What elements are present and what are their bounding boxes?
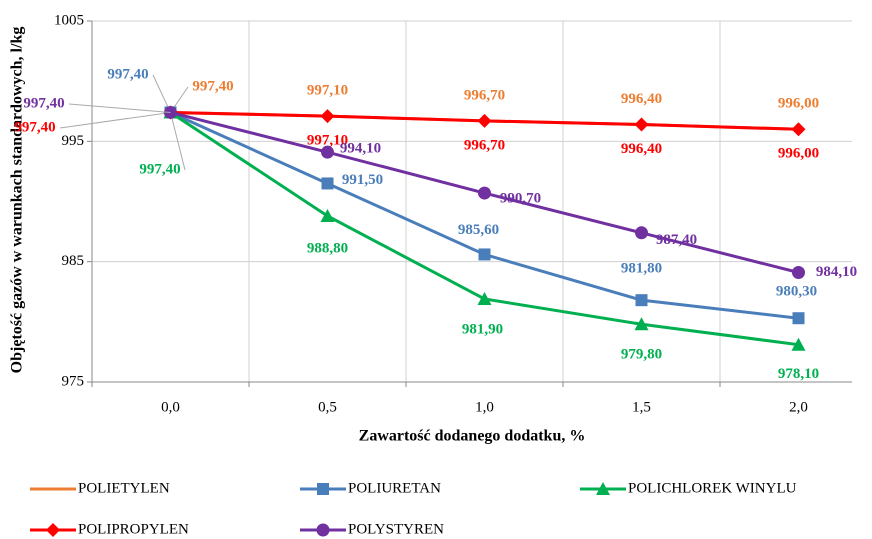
data-label: 981,90 (462, 321, 503, 337)
y-axis-title: Objętość gazów w warunkach standardowych… (9, 27, 26, 374)
marker (478, 186, 491, 200)
marker (792, 265, 805, 279)
marker (596, 482, 610, 495)
marker (634, 317, 649, 331)
legend-item: POLIPROPYLEN (30, 521, 189, 537)
data-label: 987,40 (656, 232, 697, 248)
legend-label: POLIPROPYLEN (78, 521, 189, 537)
data-label: 985,60 (458, 222, 499, 238)
x-tick-label: 0,0 (161, 399, 180, 415)
data-label: 997,40 (139, 161, 180, 177)
marker (321, 145, 334, 159)
data-label: 988,80 (307, 240, 348, 256)
marker (634, 117, 649, 132)
marker (792, 312, 805, 325)
marker (316, 523, 330, 537)
marker (791, 337, 806, 351)
legend-label: POLYSTYREN (348, 521, 444, 537)
data-label: 981,80 (621, 261, 662, 277)
data-label: 997,10 (307, 133, 348, 149)
marker (477, 291, 492, 305)
x-tick-label: 1,0 (475, 399, 494, 415)
leader-line (152, 74, 171, 113)
legend-label: POLICHLOREK WINYLU (628, 480, 797, 496)
data-label: 979,80 (621, 347, 662, 363)
data-label: 978,10 (778, 366, 819, 382)
data-label: 996,70 (464, 87, 505, 103)
data-label: 984,10 (816, 264, 857, 280)
data-label: 996,70 (464, 137, 505, 153)
leader-line (59, 111, 171, 129)
y-tick-label: 975 (62, 373, 85, 389)
marker (477, 113, 492, 128)
data-label: 996,00 (778, 146, 819, 162)
x-tick-label: 2,0 (789, 399, 808, 415)
y-tick-label: 995 (62, 133, 85, 149)
x-axis-title: Zawartość dodanego dodatku, % (359, 428, 586, 445)
marker (320, 109, 335, 124)
legend-label: POLIETYLEN (78, 480, 170, 496)
legend-item: POLIURETAN (300, 480, 441, 496)
data-label: 994,10 (340, 141, 381, 157)
data-label: 997,40 (14, 119, 55, 135)
marker (317, 483, 329, 495)
data-label: 991,50 (342, 172, 383, 188)
x-tick-label: 0,5 (318, 399, 337, 415)
leader-line (68, 103, 171, 113)
x-tick-label: 1,5 (632, 399, 651, 415)
data-label: 997,40 (107, 66, 148, 82)
marker (320, 208, 335, 222)
data-label: 996,40 (621, 91, 662, 107)
data-label: 997,40 (23, 95, 64, 111)
data-label: 997,10 (307, 83, 348, 99)
marker (635, 226, 648, 240)
leader-line (170, 112, 186, 171)
marker (635, 294, 648, 307)
legend-label: POLIURETAN (348, 480, 441, 496)
y-tick-label: 985 (62, 253, 85, 269)
data-label: 980,30 (776, 284, 817, 300)
data-label: 996,40 (621, 141, 662, 157)
data-label: 997,40 (192, 78, 233, 94)
data-label: 990,70 (500, 191, 541, 207)
legend-item: POLIETYLEN (30, 480, 170, 496)
legend-item: POLYSTYREN (300, 521, 444, 537)
legend-item: POLICHLOREK WINYLU (580, 480, 797, 496)
marker (321, 177, 334, 190)
marker (478, 248, 491, 261)
marker (46, 523, 60, 537)
marker (791, 122, 806, 137)
data-label: 996,00 (778, 96, 819, 112)
y-tick-label: 1005 (54, 12, 84, 28)
